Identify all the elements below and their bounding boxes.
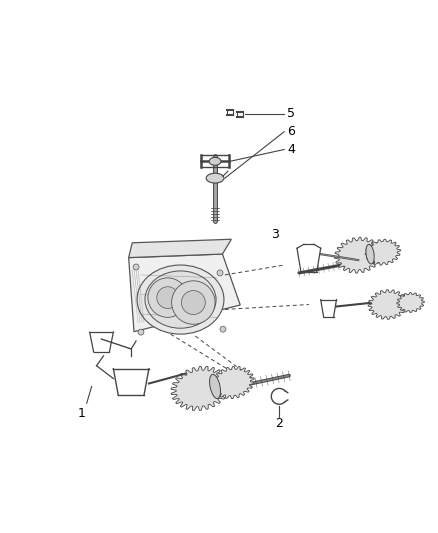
Ellipse shape — [137, 265, 224, 334]
Polygon shape — [335, 237, 382, 273]
Ellipse shape — [209, 157, 221, 165]
Ellipse shape — [145, 271, 216, 328]
Text: 6: 6 — [287, 125, 295, 138]
Circle shape — [148, 278, 187, 317]
Circle shape — [133, 264, 139, 270]
Circle shape — [172, 281, 215, 324]
Polygon shape — [397, 293, 424, 312]
Text: 5: 5 — [287, 108, 295, 120]
Ellipse shape — [209, 374, 220, 399]
Polygon shape — [368, 289, 407, 319]
Text: 3: 3 — [271, 229, 279, 241]
Polygon shape — [129, 239, 231, 257]
Polygon shape — [365, 239, 401, 265]
Circle shape — [217, 270, 223, 276]
Polygon shape — [171, 366, 230, 410]
Text: 4: 4 — [287, 143, 295, 156]
Circle shape — [181, 290, 205, 314]
Text: 1: 1 — [78, 407, 86, 419]
Circle shape — [138, 329, 144, 335]
Ellipse shape — [366, 244, 374, 264]
Polygon shape — [129, 254, 240, 332]
Polygon shape — [212, 367, 254, 399]
Circle shape — [157, 287, 179, 309]
Circle shape — [220, 326, 226, 332]
Ellipse shape — [206, 173, 224, 183]
Text: 2: 2 — [276, 417, 283, 431]
